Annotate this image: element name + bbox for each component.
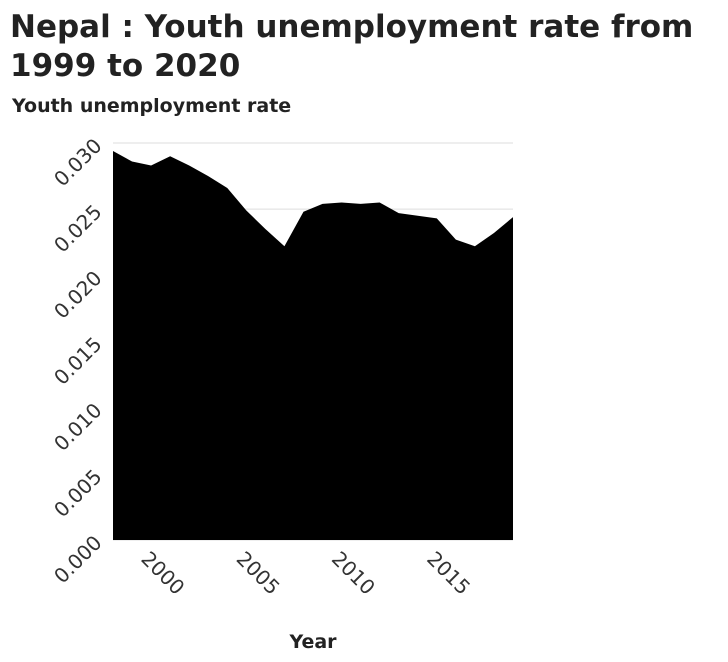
y-tick-label-1: 0.005 bbox=[49, 464, 106, 521]
y-axis-ticks: 0.000 0.005 0.010 0.015 0.020 0.025 0.030 bbox=[49, 134, 106, 588]
x-tick-label-1: 2005 bbox=[232, 547, 285, 600]
y-tick-label-4: 0.020 bbox=[49, 266, 106, 323]
y-axis-label: Youth unemployment rate bbox=[12, 95, 292, 117]
x-axis-ticks: 2000 2005 2010 2015 bbox=[137, 547, 476, 600]
x-axis-label: Year bbox=[288, 631, 337, 653]
series-layer bbox=[113, 150, 513, 540]
y-tick-label-3: 0.015 bbox=[49, 332, 106, 389]
y-tick-label-6: 0.030 bbox=[49, 134, 106, 191]
x-tick-label-3: 2015 bbox=[422, 547, 475, 600]
y-tick-label-5: 0.025 bbox=[49, 200, 106, 257]
x-tick-label-0: 2000 bbox=[137, 547, 190, 600]
x-tick-label-2: 2010 bbox=[327, 547, 380, 600]
chart-title: Nepal : Youth unemployment rate from 199… bbox=[10, 9, 694, 84]
y-tick-label-0: 0.000 bbox=[49, 531, 106, 588]
y-tick-label-2: 0.010 bbox=[49, 398, 106, 455]
area-series-0 bbox=[113, 150, 513, 540]
